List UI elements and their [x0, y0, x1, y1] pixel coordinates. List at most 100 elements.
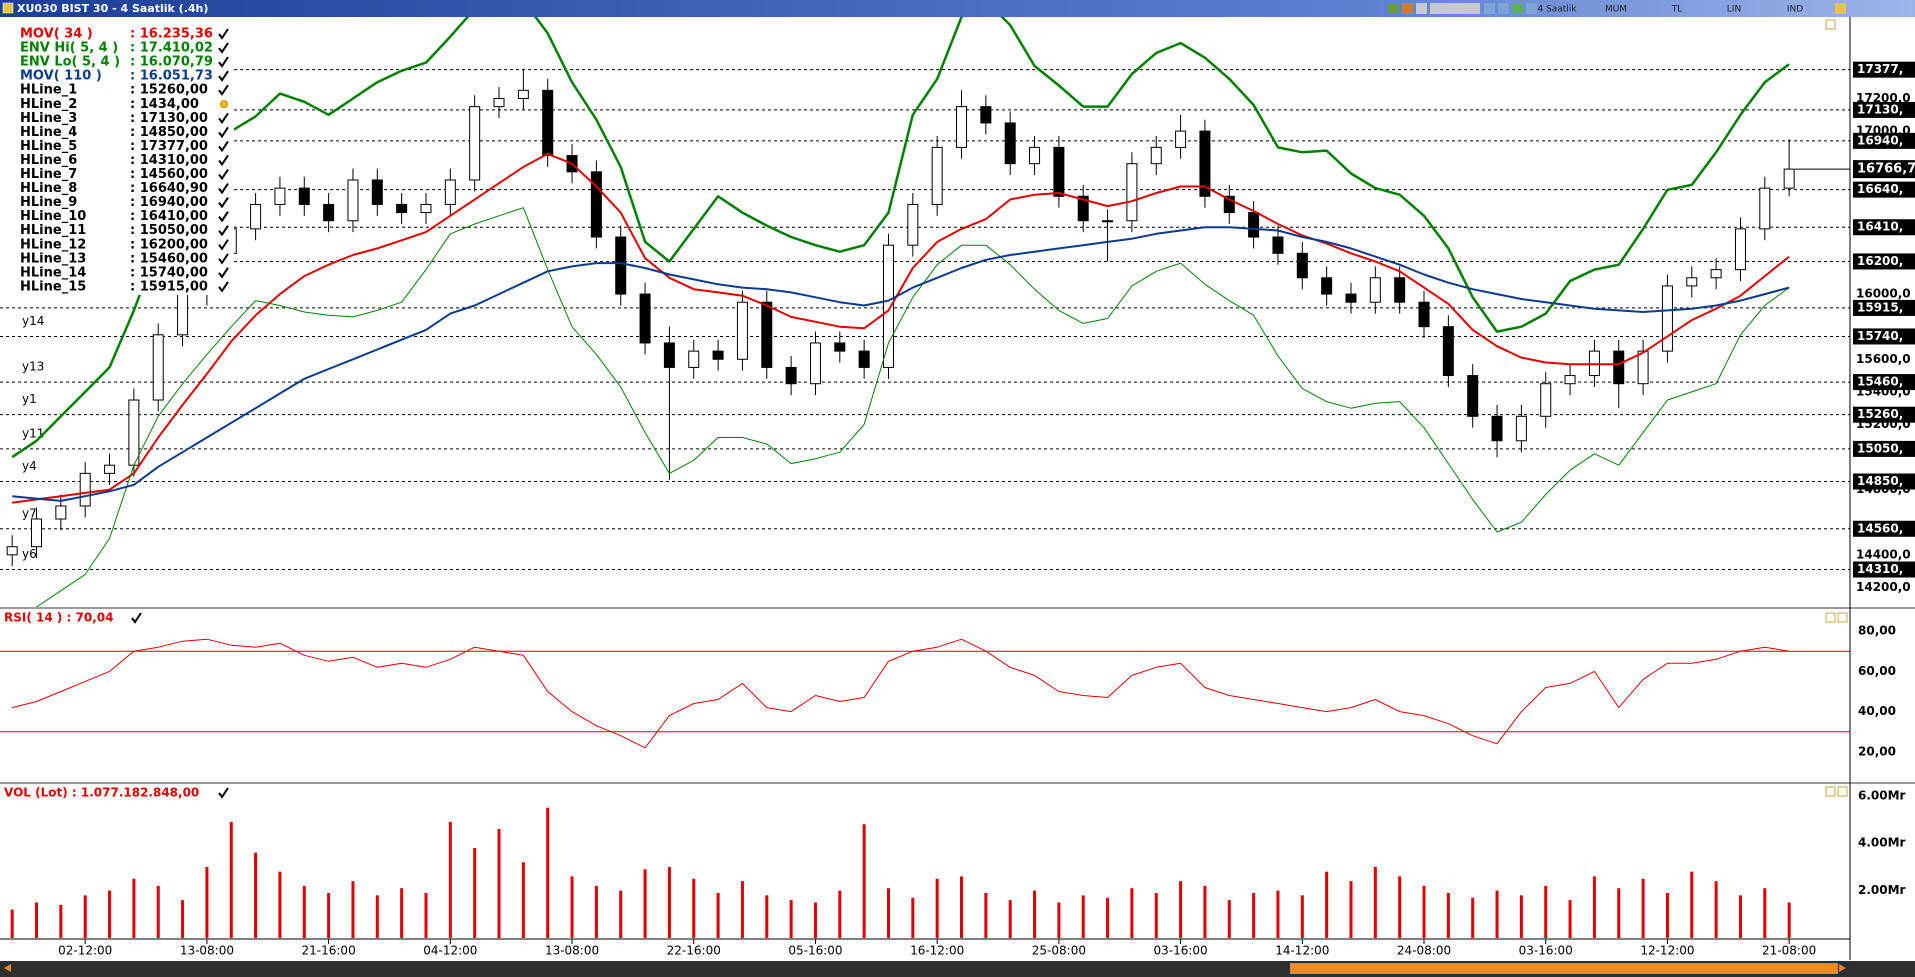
indicator-line — [12, 152, 1790, 504]
x-tick-label: 12-12:00 — [1640, 944, 1694, 958]
candle-body — [1272, 236, 1284, 254]
x-tick-label: 24-08:00 — [1397, 944, 1451, 958]
volume-bar — [181, 900, 185, 938]
tool-icon[interactable] — [1416, 3, 1427, 14]
legend-value: : 15050,00 — [130, 223, 208, 238]
candle-body — [882, 244, 894, 368]
volume-bar — [546, 807, 550, 938]
x-tick-label: 13-08:00 — [545, 944, 599, 958]
legend-value: : 16.051,73 — [130, 69, 213, 84]
tool-icon[interactable] — [1835, 3, 1846, 14]
candle-body — [712, 350, 724, 360]
volume-bar — [1714, 881, 1718, 938]
price-box-label: 16640, — [1857, 182, 1903, 196]
tool-icon[interactable] — [1484, 3, 1495, 14]
volume-bar — [1763, 888, 1767, 938]
panel-button[interactable] — [1837, 612, 1848, 623]
candle-body — [274, 187, 286, 205]
legend-value: : 1434,00 — [130, 97, 199, 112]
candle-body — [1053, 146, 1065, 197]
volume-bar — [1373, 866, 1377, 938]
toolbar-item: LIN — [1727, 5, 1741, 15]
volume-bar — [1568, 900, 1572, 938]
legend-name: ENV Lo( 5, 4 ) — [20, 55, 120, 70]
panel-button[interactable] — [1825, 19, 1836, 30]
volume-bar — [59, 904, 63, 938]
candle-body — [1540, 383, 1552, 417]
last-price-box — [1853, 160, 1915, 179]
candle-body — [761, 301, 773, 368]
legend-name: HLine_12 — [20, 237, 86, 252]
volume-bar — [716, 892, 720, 938]
volume-bar — [1227, 900, 1231, 938]
candle-body — [396, 203, 408, 214]
legend-value: : 16410,00 — [130, 209, 208, 224]
volume-bar — [1081, 895, 1085, 938]
toolbar-item: MUM — [1605, 5, 1627, 15]
price-box — [1853, 181, 1915, 198]
tool-icon[interactable] — [1388, 3, 1399, 14]
volume-bar — [424, 892, 428, 938]
tool-icon[interactable] — [1498, 3, 1509, 14]
volume-bar — [400, 888, 404, 938]
legend-value: : 17377,00 — [130, 139, 208, 154]
legend-check — [218, 168, 229, 181]
candle-body — [420, 203, 432, 214]
legend-name: HLine_2 — [20, 97, 77, 112]
legend-check — [218, 225, 229, 237]
scroll-left[interactable] — [4, 964, 11, 972]
candle-body — [590, 171, 602, 238]
candle-body — [907, 203, 919, 246]
price-box — [1853, 473, 1915, 490]
candle-body — [834, 342, 846, 352]
scrollbar-thumb[interactable] — [1290, 963, 1838, 974]
legend-check — [218, 197, 229, 209]
legend-name: HLine_5 — [20, 139, 77, 154]
indicator-line — [35, 207, 1790, 607]
price-box-label: 14560, — [1857, 521, 1903, 535]
legend-value: : 15260,00 — [130, 83, 208, 98]
volume-bar — [643, 869, 647, 938]
volume-bar — [789, 900, 793, 938]
candle-body — [1418, 301, 1430, 328]
candle-body — [688, 350, 700, 368]
tool-icon[interactable] — [1402, 3, 1413, 14]
tool-icon[interactable] — [1526, 3, 1537, 14]
volume-bar — [740, 881, 744, 938]
legend-name: HLine_6 — [20, 153, 77, 168]
panel-button[interactable] — [1837, 786, 1848, 797]
candle-body — [1442, 326, 1454, 377]
candle-body — [1296, 252, 1308, 279]
volume-bar — [1665, 892, 1669, 938]
panel-button[interactable] — [1825, 612, 1836, 623]
line-tag: y4 — [22, 459, 37, 473]
main-plot: y14 y13 y1 y11 y4 y7 y6 — [0, 17, 1850, 607]
volume-bar — [10, 909, 14, 938]
candle-body — [736, 301, 748, 360]
candle-body — [663, 342, 675, 368]
scroll-right[interactable] — [1839, 964, 1846, 972]
legend-check — [218, 140, 229, 153]
y-tick-label: 6.00Mr — [1858, 788, 1906, 802]
tool-icon[interactable] — [1430, 3, 1480, 14]
volume-bar — [667, 866, 671, 938]
price-box-label: 16940, — [1857, 133, 1903, 147]
y-tick-label: 15600,0 — [1856, 352, 1911, 366]
legend-value: : 15460,00 — [130, 251, 208, 266]
candle-body — [1223, 195, 1235, 214]
toolbar-item: 4 Saatlik — [1537, 5, 1577, 15]
volume-bar — [229, 821, 233, 938]
y-tick-label: 20,00 — [1858, 744, 1896, 758]
panel-button[interactable] — [1825, 786, 1836, 797]
candle-body — [1248, 212, 1260, 238]
legend-check — [218, 239, 229, 251]
candle-body — [542, 89, 554, 157]
volume-bar — [1495, 890, 1499, 938]
legend-name: HLine_7 — [20, 167, 77, 182]
volume-bar — [1033, 890, 1037, 938]
candle-body — [323, 203, 335, 222]
volume-bar — [1130, 888, 1134, 938]
legend-value: : 16.070,79 — [130, 55, 213, 70]
tool-icon[interactable] — [1512, 3, 1523, 14]
